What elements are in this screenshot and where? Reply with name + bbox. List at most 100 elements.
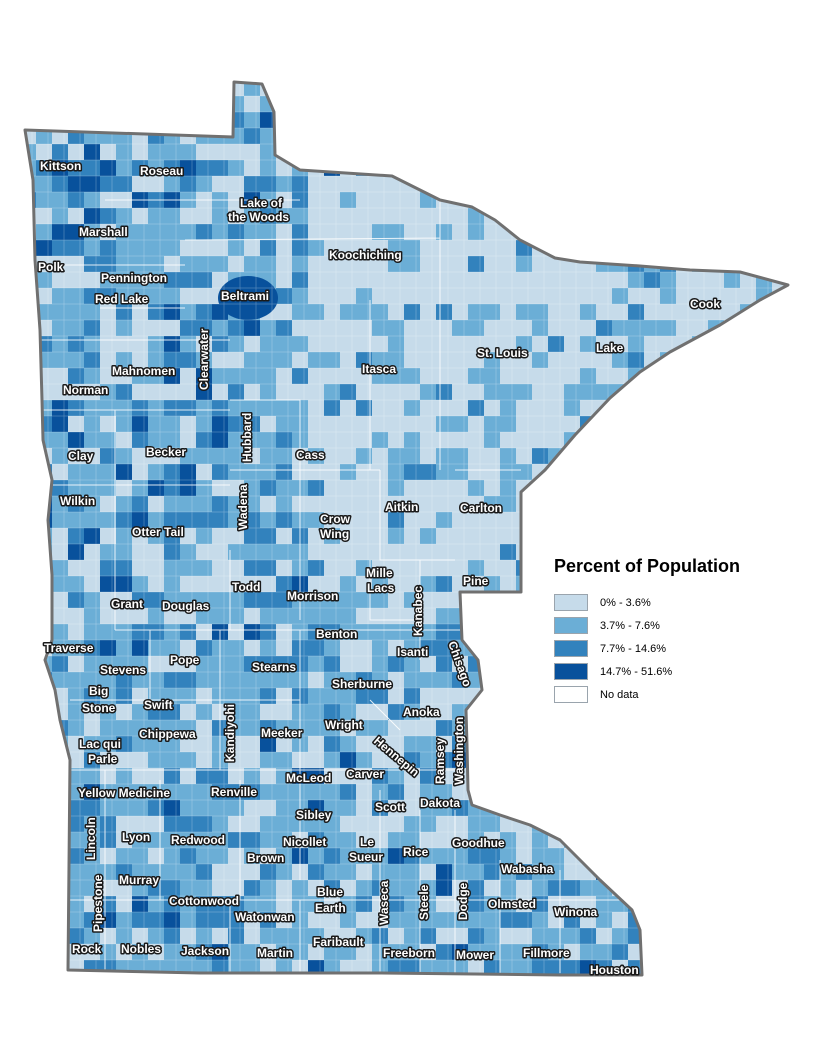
township-cell — [25, 384, 36, 400]
township-cell — [372, 128, 388, 144]
township-cell — [772, 800, 788, 816]
township-cell — [68, 976, 84, 992]
township-cell — [612, 224, 628, 240]
township-cell — [644, 528, 660, 544]
township-cell — [356, 96, 372, 112]
township-cell — [484, 672, 500, 688]
township-cell — [100, 82, 116, 96]
township-cell — [532, 752, 548, 768]
township-cell — [692, 448, 708, 464]
township-cell — [580, 528, 596, 544]
township-cell — [740, 512, 756, 528]
township-cell — [580, 128, 596, 144]
township-cell — [420, 144, 436, 160]
township-cell — [708, 944, 724, 960]
township-cell — [532, 176, 548, 192]
township-cell — [692, 816, 708, 832]
township-cell — [25, 432, 36, 448]
township-cell — [25, 880, 36, 896]
township-cell — [676, 144, 692, 160]
county-label-cottonwood: Cottonwood — [169, 894, 239, 908]
county-label-otter-tail: Otter Tail — [132, 525, 184, 539]
township-cell — [500, 112, 516, 128]
township-cell — [772, 832, 788, 848]
township-cell — [612, 432, 628, 448]
township-cell — [676, 448, 692, 464]
township-cell — [740, 352, 756, 368]
township-cell — [708, 864, 724, 880]
township-cell — [772, 208, 788, 224]
township-cell — [25, 576, 36, 592]
township-cell — [740, 960, 756, 975]
township-cell — [596, 832, 612, 848]
township-cell — [580, 480, 596, 496]
township-cell — [756, 448, 772, 464]
township-cell — [548, 976, 564, 992]
county-label-pine: Pine — [463, 574, 489, 588]
township-cell — [564, 96, 580, 112]
township-cell — [740, 464, 756, 480]
township-cell — [596, 176, 612, 192]
township-cell — [612, 448, 628, 464]
township-cell — [484, 160, 500, 176]
township-cell — [612, 480, 628, 496]
township-cell — [612, 784, 628, 800]
county-label-steele: Steele — [417, 884, 431, 920]
township-cell — [692, 240, 708, 256]
township-cell — [516, 592, 532, 608]
township-cell — [612, 864, 628, 880]
township-cell — [36, 736, 52, 752]
township-cell — [708, 400, 724, 416]
township-cell — [628, 768, 644, 784]
township-cell — [292, 82, 308, 96]
township-cell — [660, 384, 676, 400]
legend-swatch-no-data — [554, 686, 588, 703]
township-cell — [484, 752, 500, 768]
township-cell — [692, 848, 708, 864]
township-cell — [596, 192, 612, 208]
township-cell — [52, 112, 68, 128]
county-label-nobles: Nobles — [121, 942, 161, 956]
county-label-goodhue: Goodhue — [452, 836, 505, 850]
township-cell — [772, 784, 788, 800]
township-cell — [484, 176, 500, 192]
township-cell — [740, 128, 756, 144]
township-cell — [772, 240, 788, 256]
county-label-le-sueur: Le — [360, 835, 374, 849]
township-cell — [580, 112, 596, 128]
township-cell — [788, 912, 804, 928]
township-cell — [564, 464, 580, 480]
county-label-koochiching: Koochiching — [329, 248, 402, 262]
township-cell — [36, 768, 52, 784]
township-cell — [740, 224, 756, 240]
township-cell — [692, 128, 708, 144]
township-cell — [692, 912, 708, 928]
township-cell — [324, 112, 340, 128]
township-cell — [772, 320, 788, 336]
township-cell — [772, 368, 788, 384]
township-cell — [740, 496, 756, 512]
township-cell — [420, 976, 436, 992]
township-cell — [628, 704, 644, 720]
township-cell — [788, 528, 804, 544]
township-cell — [532, 672, 548, 688]
township-cell — [756, 464, 772, 480]
township-cell — [628, 240, 644, 256]
township-cell — [484, 624, 500, 640]
township-cell — [500, 768, 516, 784]
township-cell — [228, 976, 244, 992]
township-cell — [676, 960, 692, 975]
township-cell — [660, 144, 676, 160]
township-cell — [548, 784, 564, 800]
township-cell — [452, 96, 468, 112]
township-cell — [25, 624, 36, 640]
township-cell — [644, 496, 660, 512]
township-cell — [772, 864, 788, 880]
township-cell — [660, 208, 676, 224]
township-cell — [532, 96, 548, 112]
township-cell — [740, 208, 756, 224]
township-cell — [580, 816, 596, 832]
township-cell — [740, 816, 756, 832]
township-cell — [276, 976, 292, 992]
township-cell — [756, 480, 772, 496]
